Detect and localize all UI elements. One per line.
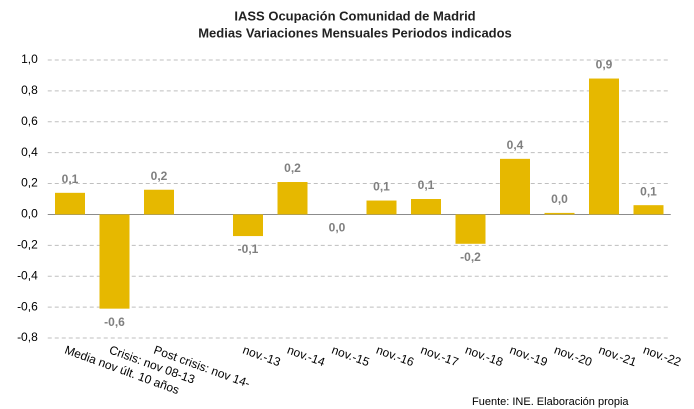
x-tick-label: nov.-13 xyxy=(241,343,283,370)
value-label: 0,1 xyxy=(62,172,79,186)
x-tick-label: nov.-19 xyxy=(508,343,550,370)
value-label: -0,6 xyxy=(104,315,125,329)
y-tick-label: -0,2 xyxy=(17,238,38,252)
x-tick-label: nov.-16 xyxy=(374,343,416,370)
value-label: 0,9 xyxy=(596,58,613,72)
value-label: 0,1 xyxy=(418,178,435,192)
value-label: -0,2 xyxy=(460,250,481,264)
x-tick-label: nov.-14 xyxy=(285,343,327,370)
bar xyxy=(277,182,308,215)
chart-subtitle: Medias Variaciones Mensuales Periodos in… xyxy=(198,25,512,40)
bar xyxy=(544,212,575,215)
bar xyxy=(633,205,664,215)
y-tick-label: 0,0 xyxy=(21,207,38,221)
bar xyxy=(500,158,530,215)
y-tick-label: 1,0 xyxy=(21,52,38,66)
value-label: 0,2 xyxy=(151,169,168,183)
bar xyxy=(589,78,619,215)
value-label: 0,2 xyxy=(284,161,301,175)
y-tick-label: -0,8 xyxy=(17,330,38,344)
chart-title: IASS Ocupación Comunidad de Madrid xyxy=(234,8,475,23)
source-note: Fuente: INE. Elaboración propia xyxy=(472,396,629,408)
value-label: 0,0 xyxy=(329,221,346,235)
x-tick-label: nov.-15 xyxy=(330,343,372,370)
bar xyxy=(455,214,486,244)
bar xyxy=(55,192,85,215)
bar xyxy=(233,214,263,237)
bar xyxy=(99,214,130,309)
x-tick-label: nov.-20 xyxy=(552,343,594,370)
y-tick-label: -0,4 xyxy=(17,268,38,282)
value-label: -0,1 xyxy=(238,242,259,256)
y-tick-label: -0,6 xyxy=(17,299,38,313)
value-label: 0,1 xyxy=(640,184,657,198)
y-tick-label: 0,8 xyxy=(21,83,38,97)
bar xyxy=(366,200,397,215)
value-label: 0,0 xyxy=(551,192,568,206)
value-label: 0,4 xyxy=(507,138,524,152)
x-tick-label: nov.-22 xyxy=(641,343,683,370)
bar xyxy=(411,199,441,215)
y-tick-label: 0,2 xyxy=(21,176,38,190)
y-tick-label: 0,6 xyxy=(21,114,38,128)
value-label: 0,1 xyxy=(373,180,390,194)
x-tick-label: nov.-21 xyxy=(597,343,639,370)
y-tick-label: 0,4 xyxy=(21,145,38,159)
x-tick-label: nov.-17 xyxy=(419,343,461,370)
x-tick-label: nov.-18 xyxy=(463,343,505,370)
bar xyxy=(144,189,174,215)
